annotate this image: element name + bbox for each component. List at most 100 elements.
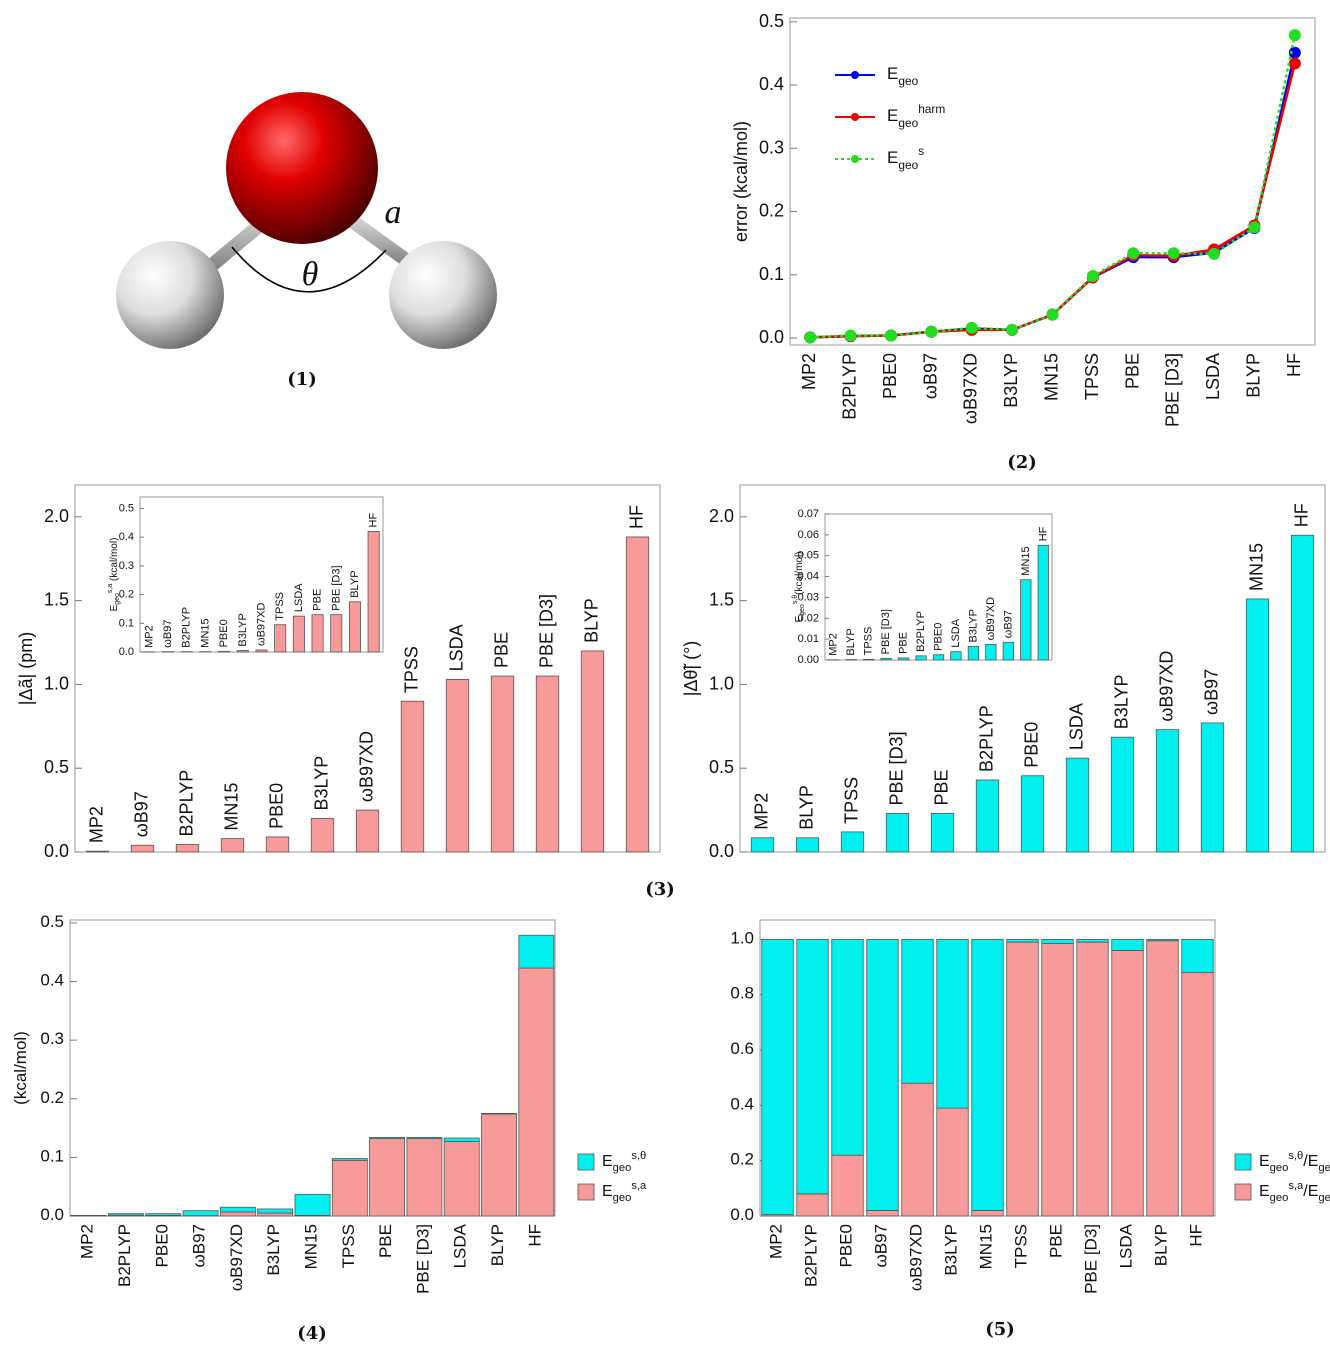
bar	[275, 625, 286, 652]
x-tick-label: ωB97XD	[960, 353, 980, 424]
x-tick-label: PBE [D3]	[414, 1224, 433, 1294]
bar	[976, 780, 999, 852]
bar-segment	[444, 1142, 479, 1216]
bar-label: B2PLYP	[915, 611, 927, 652]
bar-segment	[108, 1214, 143, 1215]
bar	[86, 851, 109, 852]
x-tick-label: ωB97	[190, 1224, 209, 1268]
legend-label: Egeos,θ	[602, 1150, 646, 1174]
y-tick-label: 0.00	[798, 654, 819, 666]
bar	[1201, 723, 1224, 852]
bar-label: MN15	[221, 783, 241, 831]
bar	[626, 537, 649, 852]
x-tick-label: PBE0	[153, 1224, 172, 1267]
molecule: a θ	[116, 92, 497, 349]
bar-label: ωB97XD	[356, 731, 376, 802]
x-tick-label: TPSS	[1082, 353, 1102, 400]
x-tick-label: PBE	[377, 1224, 396, 1258]
bar	[581, 651, 604, 852]
data-point	[804, 331, 816, 343]
x-tick-label: BLYP	[1243, 353, 1263, 398]
bar-segment	[519, 935, 554, 968]
bar-segment	[1112, 939, 1144, 950]
x-tick-label: ωB97XD	[227, 1224, 246, 1291]
y-tick-label: 0.0	[759, 327, 784, 347]
hydrogen-atom	[389, 241, 497, 349]
bar	[1291, 535, 1314, 852]
bar-segment	[972, 1210, 1004, 1216]
bar	[841, 832, 864, 852]
x-tick-label: TPSS	[339, 1224, 358, 1268]
bar	[176, 844, 199, 852]
bar-label: ωB97XD	[1156, 651, 1176, 722]
x-tick-label: B2PLYP	[115, 1224, 134, 1287]
bar	[863, 659, 873, 660]
x-tick-label: MP2	[799, 353, 819, 390]
hydrogen-atom	[116, 241, 224, 349]
bar-segment	[1147, 941, 1179, 1216]
x-tick-label: MP2	[78, 1224, 97, 1259]
bar-label: B3LYP	[237, 613, 249, 646]
bar-label: ωB97	[131, 791, 151, 837]
bar-label: PBE	[931, 769, 951, 805]
x-tick-label: MN15	[1041, 353, 1061, 401]
angle-label: θ	[302, 256, 319, 293]
bar-segment	[258, 1209, 293, 1213]
bar-label: BLYP	[796, 785, 816, 830]
x-tick-label: TPSS	[1012, 1224, 1031, 1268]
bar-segment	[220, 1212, 255, 1216]
bar-label: HF	[626, 505, 646, 529]
y-tick-label: 2.0	[44, 506, 69, 526]
bar	[331, 615, 342, 652]
y-tick-label: 0.4	[40, 971, 64, 990]
bar-label: LSDA	[1066, 703, 1086, 750]
bar-segment	[146, 1214, 181, 1216]
bar-segment	[1182, 939, 1214, 972]
y-tick-label: 0.0	[709, 841, 734, 861]
y-tick-label: 0.6	[730, 1040, 754, 1059]
panel-caption: (1)	[287, 369, 317, 390]
x-tick-label: B2PLYP	[839, 353, 859, 420]
bar	[796, 838, 819, 852]
bar	[536, 676, 559, 852]
bar-label: BLYP	[349, 570, 361, 597]
bar-label: MP2	[828, 633, 840, 656]
legend-label: Egeos	[887, 144, 924, 172]
y-tick-label: 0.4	[759, 74, 784, 94]
bar-segment	[902, 939, 934, 1083]
bar-segment	[1007, 942, 1039, 1216]
bar-segment	[1182, 973, 1214, 1216]
panel-caption: (5)	[985, 1319, 1015, 1340]
y-tick-label: 0.3	[40, 1030, 64, 1049]
bar-label: HF	[368, 513, 380, 528]
y-tick-label: 0.3	[759, 137, 784, 157]
bar-label: B2PLYP	[976, 705, 996, 772]
legend-swatch	[1235, 1154, 1251, 1170]
y-tick-label: 0.5	[709, 757, 734, 777]
bar-label: BLYP	[581, 598, 601, 643]
bar	[1021, 580, 1031, 660]
bar-label: LSDA	[293, 583, 305, 612]
x-tick-label: PBE0	[880, 353, 900, 399]
bar	[1246, 599, 1269, 852]
series-line	[810, 64, 1295, 338]
bar	[1021, 776, 1044, 852]
x-tick-label: ωB97XD	[907, 1224, 926, 1291]
y-tick-label: 0.3	[119, 560, 134, 572]
data-point	[1006, 324, 1018, 336]
y-axis-label: |Δã| (pm)	[16, 632, 36, 705]
bar	[491, 676, 514, 852]
bar-segment	[1007, 939, 1039, 942]
x-tick-label: B2PLYP	[802, 1224, 821, 1287]
legend-label: Egeo	[887, 64, 919, 88]
y-axis-label: |Δθ̃| (°)	[681, 641, 701, 697]
bar-label: MN15	[199, 618, 211, 647]
x-tick-label: LSDA	[1203, 353, 1223, 400]
panel-caption: (4)	[297, 1323, 327, 1344]
data-point	[966, 322, 978, 334]
bar-label: TPSS	[274, 592, 286, 621]
bar	[446, 679, 469, 852]
bar	[1111, 737, 1134, 852]
y-tick-label: 0.5	[44, 757, 69, 777]
bar	[293, 616, 304, 652]
